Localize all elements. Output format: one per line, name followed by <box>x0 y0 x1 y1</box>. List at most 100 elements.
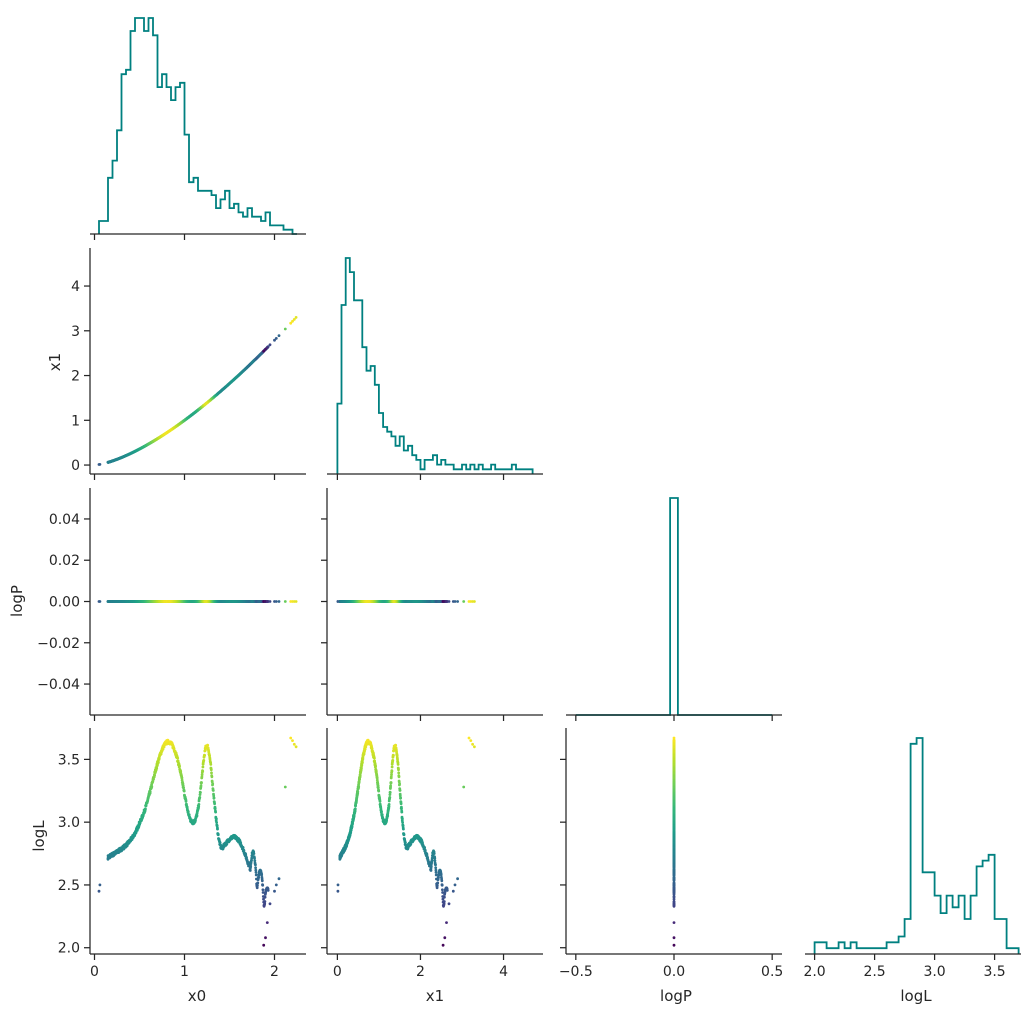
logP-vs-x1-point <box>336 600 340 603</box>
x1-vs-x0-point <box>274 337 278 340</box>
logP-vs-x1-point <box>456 600 459 603</box>
logP-vs-x1-point <box>445 600 448 603</box>
logL-vs-x0-point <box>241 846 245 850</box>
logL-vs-x0-point <box>150 785 154 789</box>
logL-vs-x1-point <box>440 883 444 887</box>
logL-vs-x1-point <box>388 796 392 799</box>
logL-vs-x1-point <box>429 864 433 868</box>
x1-vs-x0-point <box>265 346 269 349</box>
logL-vs-logP-points <box>672 736 676 947</box>
logL-vs-x0-point <box>153 774 157 777</box>
logL-vs-x0-point <box>289 736 293 740</box>
logL-vs-x1-point <box>397 775 401 779</box>
logL-vs-x0-point <box>256 881 260 885</box>
logP-vs-x0-points <box>97 600 298 603</box>
logL-vs-x0-point <box>273 889 276 893</box>
logL-vs-x0-point <box>216 833 220 837</box>
logL-vs-x0-point <box>184 800 188 803</box>
logL-vs-x1-point <box>445 889 449 892</box>
logL-vs-x1-point <box>399 796 402 800</box>
logP-vs-x1-point <box>447 600 451 603</box>
logL-vs-x1-point <box>398 789 402 792</box>
logL-vs-x0-point <box>263 900 267 903</box>
logL-vs-x1-point <box>378 800 382 803</box>
logL-vs-x1-point <box>423 846 426 850</box>
logL-vs-x1-point <box>336 889 340 893</box>
logL-vs-x1-point <box>462 785 466 789</box>
logL-vs-x0-point <box>176 756 180 760</box>
logL-vs-x0-point <box>186 810 190 814</box>
logL-vs-x1-point <box>447 902 451 906</box>
logL-vs-x1-point <box>467 736 471 740</box>
logL-vs-x1-point <box>439 873 443 877</box>
logP-vs-x0-point <box>274 600 278 603</box>
logL-vs-x0-point <box>216 827 219 831</box>
logL-vs-x0-point <box>266 889 270 892</box>
logL-vs-x0-point <box>199 784 203 788</box>
logL-vs-x0-point <box>261 888 265 892</box>
x1-vs-x0-point <box>264 347 267 351</box>
logL-vs-x1-point <box>353 807 357 811</box>
logL-vs-x0-point <box>144 807 147 811</box>
logL-vs-x0-point <box>202 759 206 762</box>
logL-vs-x0-point <box>199 791 202 794</box>
logL-vs-x0-point <box>203 754 207 757</box>
logL-vs-x1-point <box>434 871 438 874</box>
logL-vs-x1-point <box>473 745 476 749</box>
logL-vs-x0-point <box>260 879 264 883</box>
logL-vs-x0-point <box>261 883 265 887</box>
logL-vs-x0-point <box>211 782 215 786</box>
logL-vs-x1-point <box>434 863 437 867</box>
logP-vs-x0-point <box>277 600 281 603</box>
logP-vs-x1-points <box>336 600 476 603</box>
logP-vs-x0-point <box>268 600 272 603</box>
logL-vs-x0-point <box>148 790 152 794</box>
logL-vs-x1-points <box>336 736 476 947</box>
logP-vs-x0-point <box>294 600 298 603</box>
logP-vs-x0-point <box>283 600 287 603</box>
logL-vs-x1-point <box>380 810 383 814</box>
logL-vs-x1-point <box>451 889 455 893</box>
logL-vs-x1-point <box>389 784 392 788</box>
logL-vs-x1-point <box>441 888 444 892</box>
logL-vs-x1-point <box>396 763 400 766</box>
logL-vs-x1-point <box>443 936 447 940</box>
logP-vs-x1-point <box>462 600 466 603</box>
logL-vs-x0-point <box>250 856 254 860</box>
logL-vs-x0-point <box>264 936 267 940</box>
logL-vs-x1-point <box>471 742 474 746</box>
logP-vs-x0-point <box>265 600 269 603</box>
logL-vs-x0-point <box>157 760 160 764</box>
logL-vs-x0-point <box>263 895 267 899</box>
logL-vs-x1-point <box>361 760 364 764</box>
x1-vs-x0-point <box>273 338 276 342</box>
logL-vs-x0-point <box>98 883 102 887</box>
logL-vs-x0-point <box>277 877 281 881</box>
logL-vs-x0-point <box>294 745 298 749</box>
logL-vs-x1-point <box>441 943 445 947</box>
logL-vs-x0-point <box>178 765 181 768</box>
logL-vs-x1-point <box>401 821 404 824</box>
logL-vs-x1-point <box>434 873 438 877</box>
logL-vs-x0-point <box>242 849 246 852</box>
logL-vs-x0-points <box>97 736 298 947</box>
logL-vs-x0-point <box>200 781 203 784</box>
logL-vs-x0-point <box>197 803 201 806</box>
logL-vs-x1-point <box>445 921 448 924</box>
logL-vs-x0-point <box>292 742 296 746</box>
logL-vs-x1-point <box>429 869 433 872</box>
logL-vs-x1-point <box>443 895 446 899</box>
logL-vs-x0-point <box>211 789 215 792</box>
logL-vs-x1-point <box>336 883 340 887</box>
logL-vs-x0-point <box>249 864 253 868</box>
logL-vs-x1-point <box>377 789 381 793</box>
scatter-points-layer <box>97 316 676 947</box>
logL-vs-x0-point <box>201 769 205 773</box>
logL-vs-x0-point <box>260 873 264 877</box>
logL-vs-x1-point <box>389 781 393 784</box>
logL-vs-x0-point <box>212 796 216 800</box>
logL-vs-x0-point <box>204 748 207 752</box>
logL-vs-x1-point <box>402 833 406 837</box>
logL-vs-x1-point <box>436 881 440 885</box>
logL-vs-x1-point <box>399 802 403 806</box>
